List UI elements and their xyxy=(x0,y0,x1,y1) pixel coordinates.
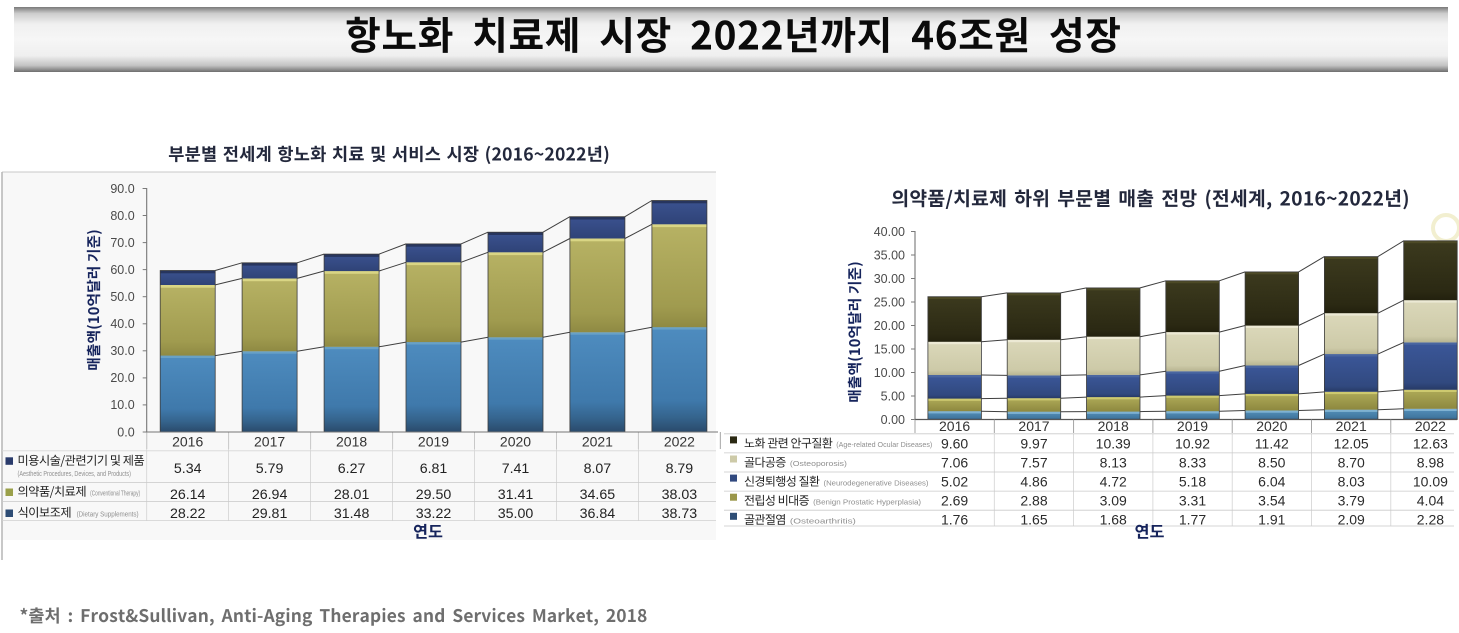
svg-text:90.0: 90.0 xyxy=(110,182,134,196)
svg-text:(Osteoporosis): (Osteoporosis) xyxy=(790,459,847,468)
svg-text:0.00: 0.00 xyxy=(881,413,905,427)
svg-text:8.07: 8.07 xyxy=(584,461,612,477)
svg-text:10.00: 10.00 xyxy=(874,366,905,380)
svg-text:5.00: 5.00 xyxy=(881,389,905,403)
svg-text:28.01: 28.01 xyxy=(334,487,370,503)
svg-text:2.09: 2.09 xyxy=(1338,512,1365,528)
svg-text:3.79: 3.79 xyxy=(1338,493,1365,509)
svg-text:26.94: 26.94 xyxy=(252,487,288,503)
svg-text:35.00: 35.00 xyxy=(874,248,905,262)
svg-text:3.09: 3.09 xyxy=(1100,493,1127,509)
svg-text:(Conventional Therapy): (Conventional Therapy) xyxy=(90,489,140,498)
svg-text:38.03: 38.03 xyxy=(662,487,698,503)
svg-text:1.76: 1.76 xyxy=(941,512,968,528)
svg-text:8.33: 8.33 xyxy=(1179,454,1206,470)
svg-text:1.77: 1.77 xyxy=(1179,512,1206,528)
svg-text:6.27: 6.27 xyxy=(338,461,366,477)
svg-text:8.70: 8.70 xyxy=(1338,454,1365,470)
svg-text:60.0: 60.0 xyxy=(110,263,134,277)
svg-text:29.81: 29.81 xyxy=(252,506,288,522)
svg-text:20.00: 20.00 xyxy=(874,319,905,333)
svg-text:(Age-related Ocular Diseases): (Age-related Ocular Diseases) xyxy=(836,440,932,449)
svg-text:5.18: 5.18 xyxy=(1179,474,1206,490)
svg-text:10.39: 10.39 xyxy=(1096,435,1131,451)
svg-text:5.02: 5.02 xyxy=(941,474,968,490)
svg-text:9.60: 9.60 xyxy=(941,435,968,451)
svg-text:36.84: 36.84 xyxy=(580,506,616,522)
svg-text:7.41: 7.41 xyxy=(502,461,530,477)
svg-text:2020: 2020 xyxy=(500,434,531,450)
svg-text:2020: 2020 xyxy=(1256,418,1287,434)
svg-text:2022: 2022 xyxy=(664,434,695,450)
svg-text:1.68: 1.68 xyxy=(1100,512,1127,528)
svg-text:33.22: 33.22 xyxy=(416,506,452,522)
svg-text:2017: 2017 xyxy=(1018,418,1049,434)
svg-text:7.06: 7.06 xyxy=(941,454,968,470)
svg-text:31.41: 31.41 xyxy=(498,487,534,503)
svg-text:1.91: 1.91 xyxy=(1258,512,1285,528)
svg-text:2.28: 2.28 xyxy=(1417,512,1444,528)
svg-text:70.0: 70.0 xyxy=(110,236,134,250)
svg-text:2.69: 2.69 xyxy=(941,493,968,509)
svg-text:9.97: 9.97 xyxy=(1020,435,1047,451)
svg-text:4.86: 4.86 xyxy=(1020,474,1047,490)
svg-text:28.22: 28.22 xyxy=(170,506,206,522)
svg-text:30.00: 30.00 xyxy=(874,272,905,286)
svg-text:5.79: 5.79 xyxy=(256,461,284,477)
svg-text:(Neurodegenerative Diseases): (Neurodegenerative Diseases) xyxy=(824,478,929,487)
svg-text:2022: 2022 xyxy=(1415,418,1446,434)
svg-text:10.92: 10.92 xyxy=(1175,435,1210,451)
svg-text:2.88: 2.88 xyxy=(1020,493,1047,509)
svg-text:31.48: 31.48 xyxy=(334,506,370,522)
svg-text:3.54: 3.54 xyxy=(1258,493,1285,509)
svg-text:2021: 2021 xyxy=(1336,418,1367,434)
svg-text:25.00: 25.00 xyxy=(874,295,905,309)
svg-text:1.65: 1.65 xyxy=(1020,512,1047,528)
svg-text:8.98: 8.98 xyxy=(1417,454,1444,470)
svg-text:20.0: 20.0 xyxy=(110,371,134,385)
svg-text:10.09: 10.09 xyxy=(1413,474,1448,490)
svg-text:12.05: 12.05 xyxy=(1334,435,1369,451)
svg-text:6.81: 6.81 xyxy=(420,461,448,477)
svg-text:10.0: 10.0 xyxy=(110,398,134,412)
svg-text:5.34: 5.34 xyxy=(174,461,202,477)
svg-text:4.72: 4.72 xyxy=(1100,474,1127,490)
svg-text:40.00: 40.00 xyxy=(874,225,905,239)
svg-text:2018: 2018 xyxy=(1098,418,1129,434)
svg-text:80.0: 80.0 xyxy=(110,209,134,223)
svg-text:2017: 2017 xyxy=(254,434,285,450)
svg-text:30.0: 30.0 xyxy=(110,344,134,358)
svg-text:29.50: 29.50 xyxy=(416,487,452,503)
svg-text:2019: 2019 xyxy=(418,434,449,450)
svg-text:(Osteoarthritis): (Osteoarthritis) xyxy=(790,517,856,526)
svg-text:2019: 2019 xyxy=(1177,418,1208,434)
svg-text:7.57: 7.57 xyxy=(1020,454,1047,470)
svg-text:0.0: 0.0 xyxy=(117,425,134,439)
svg-text:15.00: 15.00 xyxy=(874,342,905,356)
svg-text:2018: 2018 xyxy=(336,434,367,450)
svg-text:8.79: 8.79 xyxy=(666,461,694,477)
svg-text:26.14: 26.14 xyxy=(170,487,206,503)
svg-text:2016: 2016 xyxy=(939,418,970,434)
svg-text:(Aesthetic Procedures, Devices: (Aesthetic Procedures, Devices, and Prod… xyxy=(18,469,132,478)
svg-text:(Benign Prostatic Hyperplasia): (Benign Prostatic Hyperplasia) xyxy=(813,497,921,506)
svg-text:3.31: 3.31 xyxy=(1179,493,1206,509)
svg-text:4.04: 4.04 xyxy=(1417,493,1444,509)
svg-text:11.42: 11.42 xyxy=(1255,435,1289,451)
svg-text:50.0: 50.0 xyxy=(110,290,134,304)
svg-text:35.00: 35.00 xyxy=(498,506,534,522)
svg-text:2021: 2021 xyxy=(582,434,613,450)
svg-text:8.03: 8.03 xyxy=(1338,474,1365,490)
svg-text:12.63: 12.63 xyxy=(1413,435,1448,451)
svg-text:34.65: 34.65 xyxy=(580,487,616,503)
svg-text:6.04: 6.04 xyxy=(1258,474,1285,490)
svg-text:8.13: 8.13 xyxy=(1100,454,1127,470)
svg-text:38.73: 38.73 xyxy=(662,506,698,522)
svg-text:8.50: 8.50 xyxy=(1258,454,1285,470)
svg-text:40.0: 40.0 xyxy=(110,317,134,331)
svg-text:(Dietary Supplements): (Dietary Supplements) xyxy=(77,510,139,519)
svg-text:2016: 2016 xyxy=(172,434,203,450)
